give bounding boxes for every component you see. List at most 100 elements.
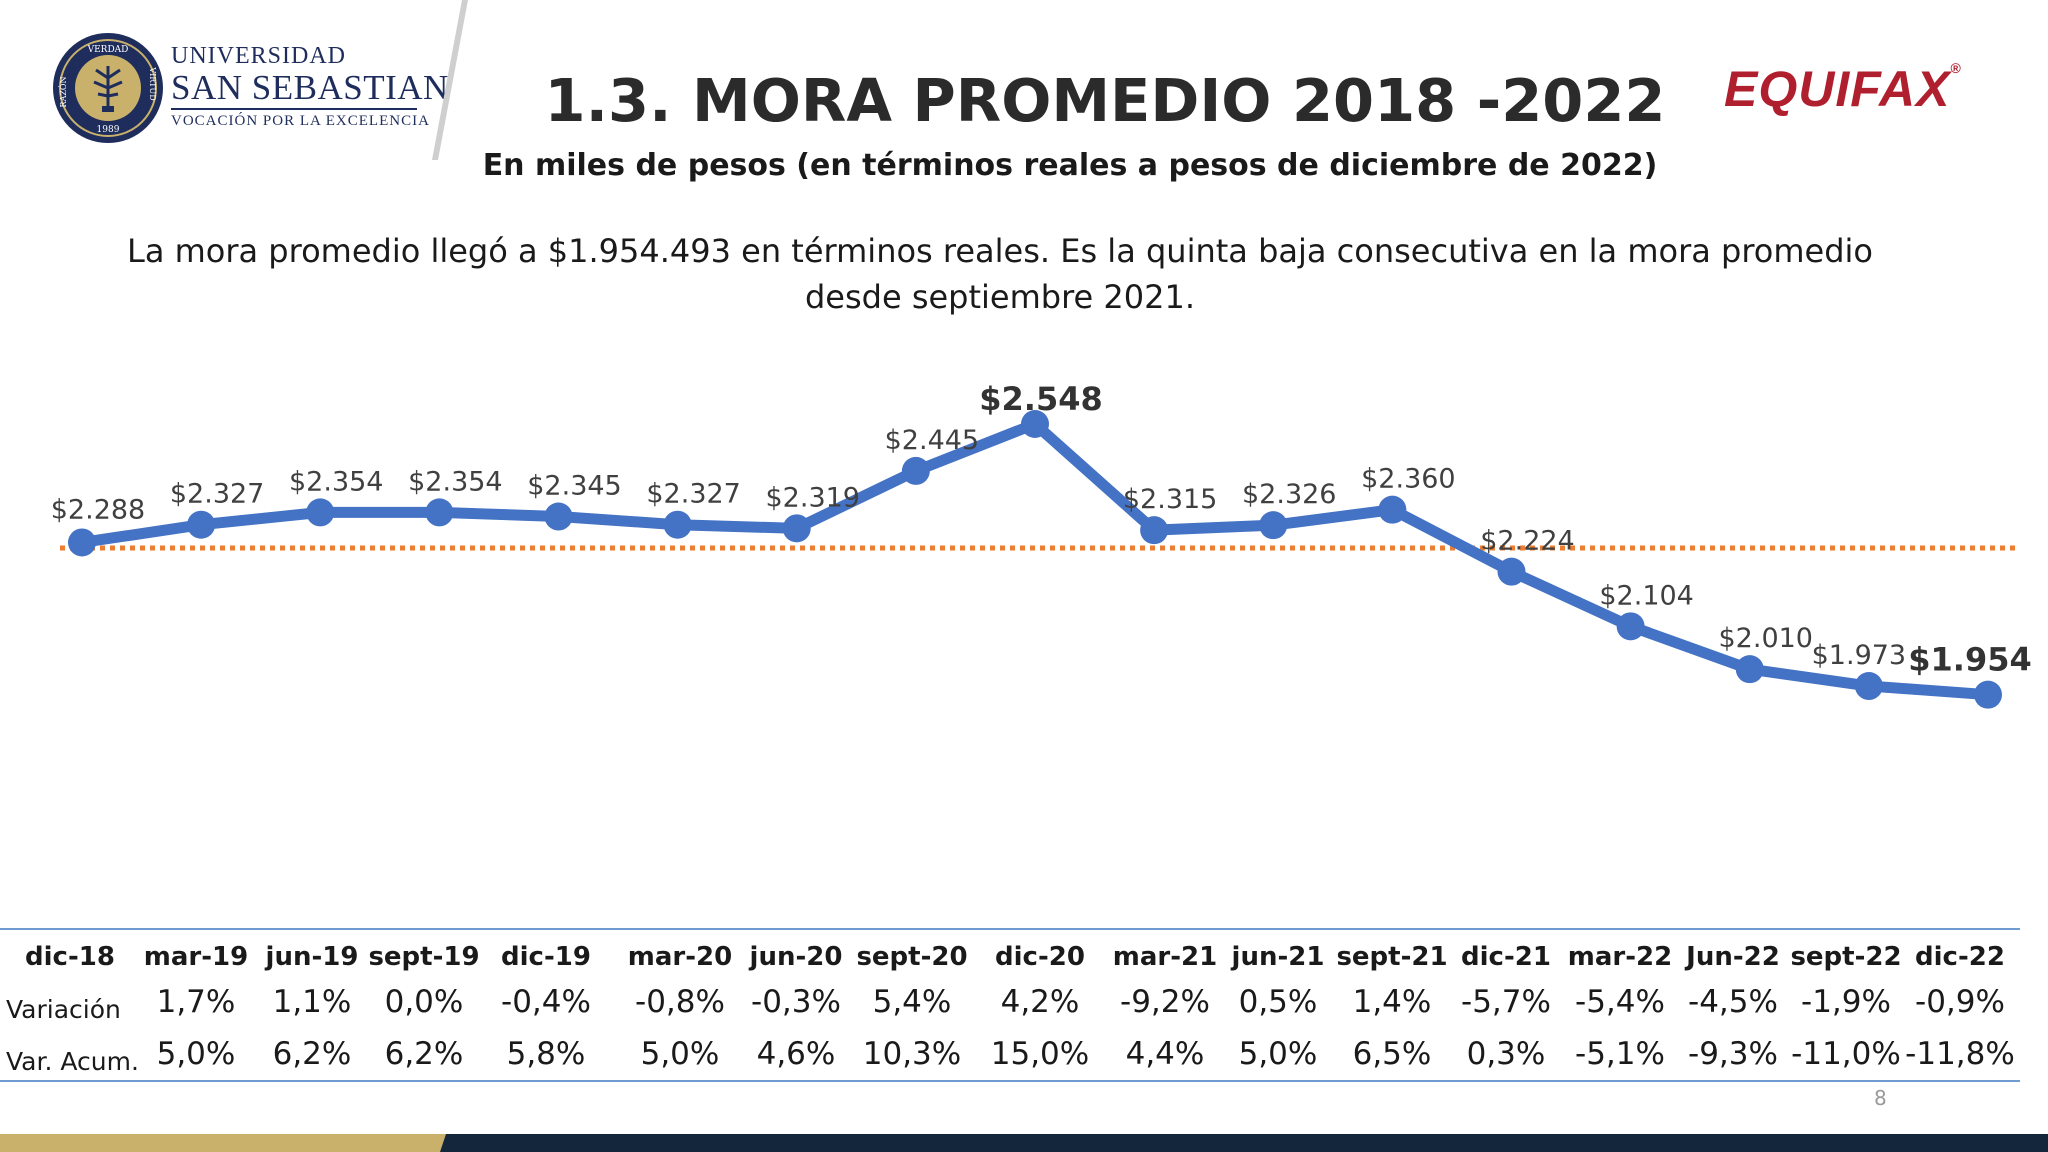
data-point-sept-21 <box>1378 495 1407 524</box>
table-cell: 0,0% <box>384 984 464 1020</box>
page-number: 8 <box>1874 1086 1887 1110</box>
table-header-jun-20: jun-20 <box>749 942 843 972</box>
data-label-jun-19: $2.354 <box>289 466 383 497</box>
data-label-dic-18: $2.288 <box>51 494 145 525</box>
table-cell: -0,4% <box>501 984 591 1020</box>
university-seal-icon: VERDAD RAZÓN VIRTUD 1989 <box>53 33 163 143</box>
data-label-mar-19: $2.327 <box>170 479 264 510</box>
data-point-jun-20 <box>782 514 811 543</box>
equifax-logo: EQUIFAX® <box>1724 60 1962 118</box>
university-line1: UNIVERSIDAD <box>171 43 346 69</box>
data-label-jun-21: $2.326 <box>1242 479 1336 510</box>
university-rule <box>171 108 417 110</box>
data-label-dic-20: $2.548 <box>979 380 1102 418</box>
data-point-mar-20 <box>663 510 692 539</box>
page-title: 1.3. MORA PROMEDIO 2018 -2022 <box>544 66 1666 135</box>
table-cell: -5,1% <box>1575 1036 1665 1072</box>
data-label-mar-21: $2.315 <box>1123 484 1217 515</box>
university-logo: VERDAD RAZÓN VIRTUD 1989 UNIVERSIDAD SAN… <box>52 32 462 152</box>
data-point-mar-22 <box>1616 612 1645 641</box>
data-label-Jun-22: $2.010 <box>1719 623 1813 654</box>
data-label-dic-22: $1.954 <box>1908 641 2031 679</box>
table-cell: 5,0% <box>640 1036 720 1072</box>
table-cell: 6,2% <box>272 1036 352 1072</box>
data-label-dic-19: $2.345 <box>527 471 621 502</box>
table-cell: 0,5% <box>1238 984 1318 1020</box>
table-cell: -9,3% <box>1688 1036 1778 1072</box>
data-point-sept-20 <box>901 456 930 485</box>
variation-table: dic-18 mar-19 jun-19 sept-19 dic-19 mar-20 jun… <box>0 928 2020 1082</box>
data-point-dic-22 <box>1974 680 2002 709</box>
university-name: UNIVERSIDAD SAN SEBASTIAN VOCACIÓN POR L… <box>171 44 449 129</box>
table-cell: -11,0% <box>1791 1036 1901 1072</box>
table-header-jun-21: jun-21 <box>1231 942 1325 972</box>
table-cell: 0,3% <box>1466 1036 1546 1072</box>
seal-year: 1989 <box>97 125 120 135</box>
data-point-dic-21 <box>1497 557 1526 586</box>
seal-word-left: RAZÓN <box>59 77 68 108</box>
table-cell: 1,1% <box>272 984 352 1020</box>
seal-word-right: VIRTUD <box>148 66 157 100</box>
data-label-dic-21: $2.224 <box>1480 526 1574 557</box>
table-cell: 1,4% <box>1352 984 1432 1020</box>
table-bottom-rule <box>0 1080 2020 1082</box>
table-cell: -4,5% <box>1688 984 1778 1020</box>
table-header-mar-22: mar-22 <box>1567 942 1673 972</box>
table-header-sept-22: sept-22 <box>1790 942 1902 972</box>
data-point-dic-19 <box>544 502 573 531</box>
series-line <box>76 418 1994 701</box>
table-header-jun-19: jun-19 <box>265 942 359 972</box>
table-cell: 10,3% <box>862 1036 962 1072</box>
equifax-wordmark: EQUIFAX <box>1724 61 1951 117</box>
table-cell: 15,0% <box>990 1036 1090 1072</box>
table-cell: -5,7% <box>1461 984 1551 1020</box>
data-label-sept-21: $2.360 <box>1361 464 1455 495</box>
mora-line-chart: $2.288 $2.327 $2.354 $2.354 $2.345 $2.327 $2.3… <box>51 380 2032 709</box>
table-cell: -0,8% <box>635 984 725 1020</box>
data-point-mar-19 <box>187 510 216 539</box>
data-label-jun-20: $2.319 <box>766 482 860 513</box>
data-point-sept-19 <box>425 498 454 527</box>
table-header-dic-20: dic-20 <box>995 942 1085 972</box>
table-cell: 5,4% <box>872 984 952 1020</box>
seal-word-top: VERDAD <box>87 45 129 55</box>
header-divider <box>432 0 468 160</box>
table-cell: 5,0% <box>1238 1036 1318 1072</box>
table-header-dic-21: dic-21 <box>1461 942 1551 972</box>
table-cell: -0,9% <box>1915 984 2005 1020</box>
data-label-sept-22: $1.973 <box>1812 640 1906 671</box>
table-cell: -11,8% <box>1905 1036 2015 1072</box>
table-header-sept-19: sept-19 <box>368 942 480 972</box>
table-header-mar-21: mar-21 <box>1112 942 1218 972</box>
table-cell: 1,7% <box>156 984 236 1020</box>
table-header-dic-22: dic-22 <box>1915 942 2005 972</box>
row-label-variacion: Variación <box>6 995 121 1024</box>
data-point-dic-18 <box>68 528 96 557</box>
data-labels: $2.288 $2.327 $2.354 $2.354 $2.345 $2.327 $2.3… <box>51 380 2032 679</box>
table-cell: -1,9% <box>1801 984 1891 1020</box>
page-subtitle: En miles de pesos (en términos reales a … <box>482 148 1658 183</box>
table-cell: 4,2% <box>1000 984 1080 1020</box>
table-header-mar-19: mar-19 <box>143 942 249 972</box>
university-line2: SAN SEBASTIAN <box>171 68 449 107</box>
data-point-dic-20 <box>1021 410 1049 438</box>
table-cell: -9,2% <box>1120 984 1210 1020</box>
table-header-mar-20: mar-20 <box>627 942 733 972</box>
table-header-Jun-22: Jun-22 <box>1686 942 1780 972</box>
table-header-sept-20: sept-20 <box>856 942 968 972</box>
table-cell: 6,2% <box>384 1036 464 1072</box>
data-label-sept-20: $2.445 <box>885 425 979 456</box>
row-label-var-acum: Var. Acum. <box>6 1047 139 1076</box>
table-header-dic-19: dic-19 <box>501 942 591 972</box>
table-cell: 6,5% <box>1352 1036 1432 1072</box>
table-cell: 4,6% <box>756 1036 836 1072</box>
data-points <box>68 410 2002 709</box>
data-point-sept-22 <box>1854 672 1883 701</box>
lead-text: La mora promedio llegó a $1.954.493 en t… <box>127 232 1873 316</box>
data-label-mar-20: $2.327 <box>646 479 740 510</box>
table-cell: 4,4% <box>1125 1036 1205 1072</box>
university-line3: VOCACIÓN POR LA EXCELENCIA <box>171 113 430 129</box>
footer-bar <box>0 1134 2048 1152</box>
data-point-jun-21 <box>1259 511 1288 540</box>
table-header-sept-21: sept-21 <box>1336 942 1448 972</box>
